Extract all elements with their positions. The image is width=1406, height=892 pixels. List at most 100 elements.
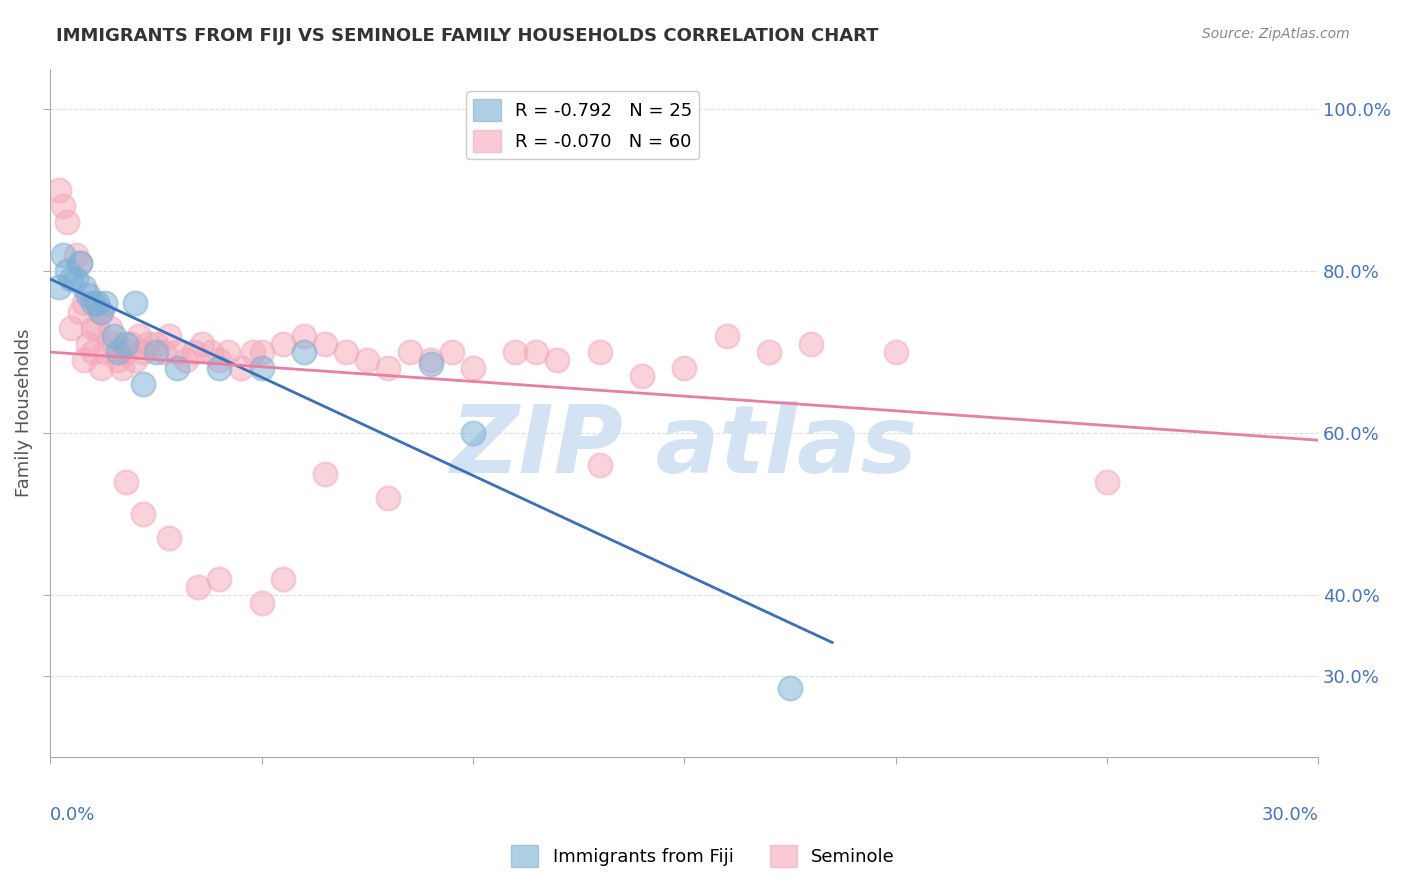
Point — [884, 345, 907, 359]
Point — [166, 361, 188, 376]
Point — [356, 353, 378, 368]
Text: IMMIGRANTS FROM FIJI VS SEMINOLE FAMILY HOUSEHOLDS CORRELATION CHART: IMMIGRANTS FROM FIJI VS SEMINOLE FAMILY … — [56, 27, 879, 45]
Point — [166, 345, 188, 359]
Point — [292, 345, 315, 359]
Point — [60, 320, 83, 334]
Point — [250, 596, 273, 610]
Point — [77, 288, 100, 302]
Point — [335, 345, 357, 359]
Point — [250, 345, 273, 359]
Point — [157, 531, 180, 545]
Point — [90, 304, 112, 318]
Point — [65, 272, 87, 286]
Point — [90, 361, 112, 376]
Point — [546, 353, 568, 368]
Point — [183, 345, 205, 359]
Point — [90, 304, 112, 318]
Point — [69, 256, 91, 270]
Point — [524, 345, 547, 359]
Point — [132, 345, 155, 359]
Text: 0.0%: 0.0% — [51, 805, 96, 823]
Point — [145, 337, 167, 351]
Point — [115, 337, 138, 351]
Point — [56, 215, 79, 229]
Point — [115, 345, 138, 359]
Point — [800, 337, 823, 351]
Point — [69, 304, 91, 318]
Point — [208, 353, 231, 368]
Point — [271, 572, 294, 586]
Point — [208, 361, 231, 376]
Point — [73, 353, 96, 368]
Point — [377, 491, 399, 505]
Point — [69, 256, 91, 270]
Point — [398, 345, 420, 359]
Point — [631, 369, 654, 384]
Point — [157, 328, 180, 343]
Point — [229, 361, 252, 376]
Point — [673, 361, 696, 376]
Text: 30.0%: 30.0% — [1261, 805, 1319, 823]
Point — [716, 328, 738, 343]
Point — [419, 353, 441, 368]
Y-axis label: Family Households: Family Households — [15, 328, 32, 497]
Point — [107, 353, 129, 368]
Point — [120, 337, 142, 351]
Point — [77, 337, 100, 351]
Point — [191, 337, 214, 351]
Point — [111, 361, 134, 376]
Point — [124, 353, 146, 368]
Point — [94, 296, 117, 310]
Point — [145, 345, 167, 359]
Point — [115, 475, 138, 489]
Point — [124, 296, 146, 310]
Text: Source: ZipAtlas.com: Source: ZipAtlas.com — [1202, 27, 1350, 41]
Point — [103, 337, 125, 351]
Point — [242, 345, 264, 359]
Point — [174, 353, 197, 368]
Point — [271, 337, 294, 351]
Point — [217, 345, 239, 359]
Point — [314, 337, 336, 351]
Point — [48, 183, 70, 197]
Point — [292, 328, 315, 343]
Point — [503, 345, 526, 359]
Point — [187, 580, 209, 594]
Point — [132, 377, 155, 392]
Point — [419, 357, 441, 371]
Point — [82, 296, 104, 310]
Point — [208, 572, 231, 586]
Point — [103, 328, 125, 343]
Point — [377, 361, 399, 376]
Legend: Immigrants from Fiji, Seminole: Immigrants from Fiji, Seminole — [503, 838, 903, 874]
Point — [52, 199, 75, 213]
Point — [440, 345, 463, 359]
Point — [461, 425, 484, 440]
Point — [82, 345, 104, 359]
Point — [86, 320, 108, 334]
Legend: R = -0.792   N = 25, R = -0.070   N = 60: R = -0.792 N = 25, R = -0.070 N = 60 — [467, 91, 699, 159]
Point — [758, 345, 780, 359]
Point — [52, 248, 75, 262]
Point — [779, 681, 801, 695]
Point — [250, 361, 273, 376]
Point — [461, 361, 484, 376]
Point — [589, 458, 612, 473]
Point — [153, 345, 176, 359]
Point — [73, 280, 96, 294]
Point — [200, 345, 222, 359]
Point — [132, 507, 155, 521]
Text: ZIP atlas: ZIP atlas — [451, 401, 918, 493]
Point — [589, 345, 612, 359]
Point — [128, 328, 150, 343]
Point — [60, 272, 83, 286]
Point — [82, 320, 104, 334]
Point — [56, 264, 79, 278]
Point — [136, 337, 159, 351]
Point — [73, 296, 96, 310]
Point — [48, 280, 70, 294]
Point — [314, 467, 336, 481]
Point — [107, 345, 129, 359]
Point — [94, 345, 117, 359]
Point — [65, 248, 87, 262]
